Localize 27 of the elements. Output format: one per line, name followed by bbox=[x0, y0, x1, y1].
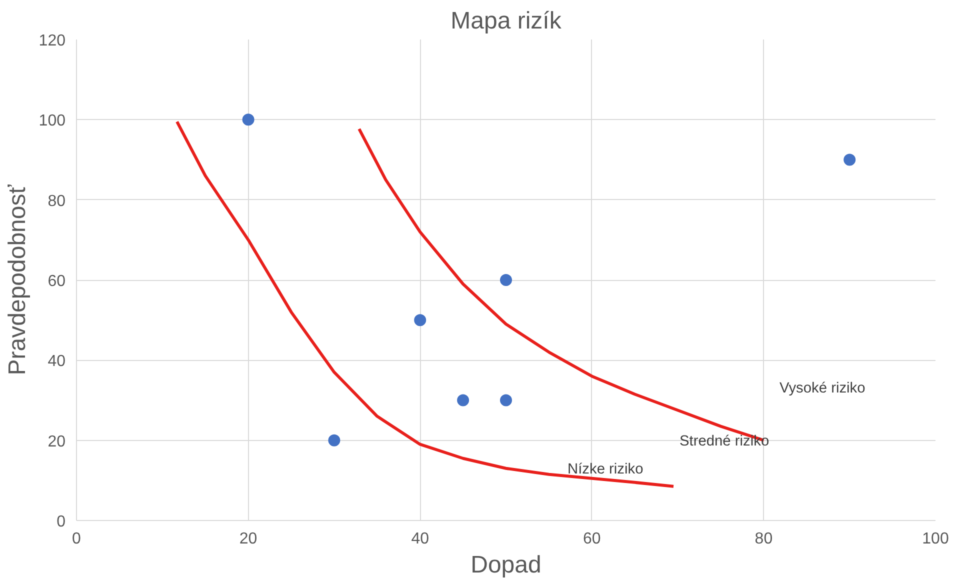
y-tick-label: 20 bbox=[48, 433, 66, 450]
point bbox=[500, 274, 512, 286]
y-tick-label: 0 bbox=[56, 514, 66, 530]
y-tick-label: 120 bbox=[38, 32, 66, 50]
annotation: Nízke riziko bbox=[568, 462, 644, 478]
y-tick-label: 40 bbox=[48, 353, 66, 370]
x-tick-label: 20 bbox=[239, 530, 258, 548]
y-tick-label: 100 bbox=[38, 112, 66, 130]
x-tick-label: 60 bbox=[583, 530, 601, 548]
annotation: Vysoké riziko bbox=[780, 380, 866, 396]
x-axis-title: Dopad bbox=[470, 552, 542, 578]
y-axis-title: Pravdepodobnosť bbox=[4, 184, 31, 376]
y-tick-label: 80 bbox=[48, 192, 66, 210]
annotation: Stredné riziko bbox=[680, 434, 770, 450]
chart-title: Mapa rizík bbox=[450, 8, 562, 34]
point bbox=[328, 434, 340, 446]
point bbox=[844, 154, 856, 166]
point bbox=[457, 394, 470, 406]
x-tick-label: 100 bbox=[922, 530, 949, 548]
line-series bbox=[176, 120, 676, 488]
y-tick-label: 60 bbox=[48, 273, 66, 290]
point bbox=[414, 314, 426, 326]
point bbox=[500, 394, 512, 406]
x-tick-label: 0 bbox=[72, 530, 82, 548]
x-tick-label: 40 bbox=[411, 530, 430, 548]
point bbox=[242, 114, 254, 126]
x-tick-label: 80 bbox=[754, 530, 773, 548]
